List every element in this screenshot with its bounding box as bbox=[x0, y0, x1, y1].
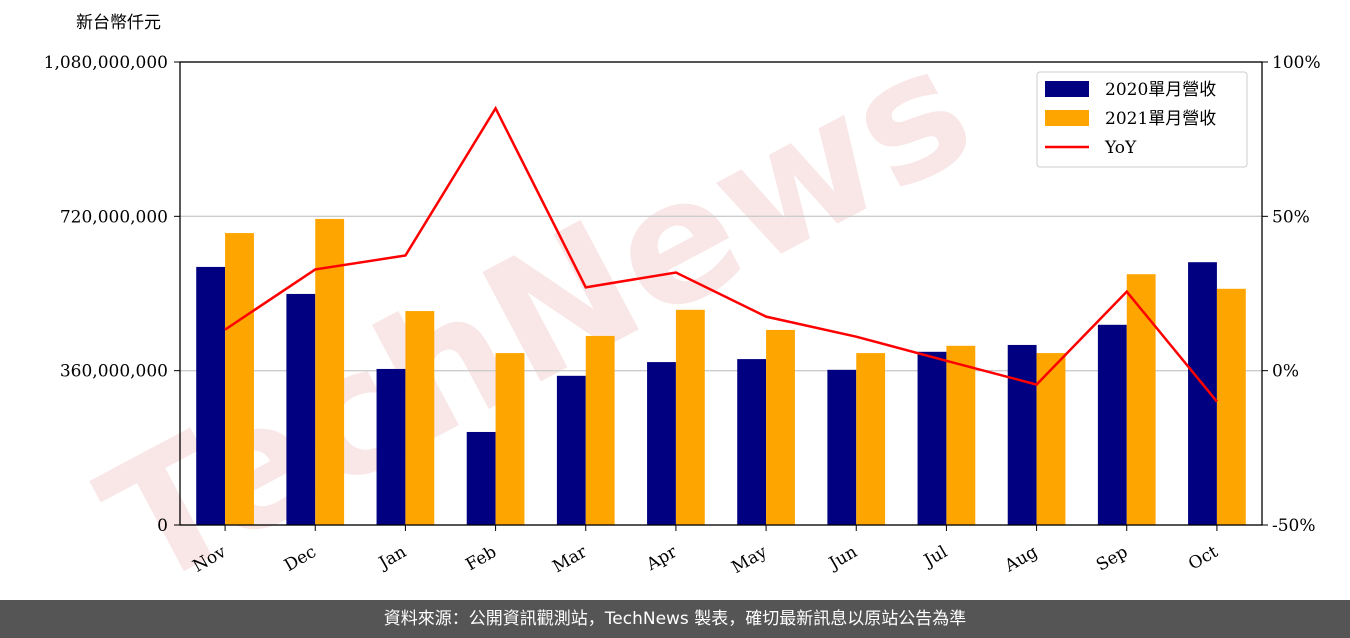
bar bbox=[1036, 353, 1066, 525]
bar bbox=[286, 293, 316, 525]
bar bbox=[647, 362, 676, 525]
bar bbox=[405, 311, 435, 525]
bar bbox=[1188, 262, 1217, 525]
x-tick-label: Oct bbox=[1185, 542, 1221, 575]
bar bbox=[376, 368, 406, 525]
line bbox=[224, 105, 1218, 403]
legend-swatch bbox=[1045, 81, 1089, 97]
y2-tick-label: 50% bbox=[1272, 207, 1310, 227]
bar bbox=[827, 369, 857, 525]
y-tick-label: 360,000,000 bbox=[60, 362, 168, 382]
footer: 資料來源：公開資訊觀測站，TechNews 製表，確切最新訊息以原站公告為準 bbox=[0, 600, 1350, 638]
x-tick-label: Sep bbox=[1093, 542, 1131, 576]
x-tick-label: May bbox=[728, 542, 771, 578]
bar bbox=[495, 353, 525, 525]
x-tick-label: Jun bbox=[824, 542, 861, 575]
legend-label: 2021單月營收 bbox=[1105, 109, 1216, 129]
bar bbox=[225, 233, 254, 525]
bar bbox=[466, 431, 496, 525]
legend-label: YoY bbox=[1104, 138, 1137, 158]
legend-swatch bbox=[1045, 110, 1089, 126]
bar bbox=[556, 375, 586, 525]
bar bbox=[737, 359, 767, 525]
x-tick-label: Mar bbox=[549, 542, 591, 578]
y-axis-title: 新台幣仟元 bbox=[76, 13, 161, 33]
y2-tick-label: 100% bbox=[1272, 53, 1321, 73]
y2-tick-label: -50% bbox=[1272, 516, 1316, 536]
bar bbox=[585, 335, 615, 525]
x-tick-label: Jul bbox=[919, 542, 951, 572]
bar bbox=[1126, 274, 1156, 525]
plot-frame bbox=[179, 61, 1263, 526]
x-tick-label: Feb bbox=[463, 542, 501, 575]
bar bbox=[946, 345, 976, 525]
bar bbox=[1007, 344, 1037, 525]
x-tick-label: Jan bbox=[374, 542, 410, 574]
bar bbox=[766, 329, 795, 525]
legend-box bbox=[1036, 71, 1248, 168]
bar bbox=[196, 266, 226, 525]
bar bbox=[1097, 324, 1127, 525]
chart: TechNews 新台幣仟元 0360,000,000720,000,0001,… bbox=[44, 8, 1321, 627]
y-tick-label: 720,000,000 bbox=[60, 207, 168, 227]
bar bbox=[1216, 288, 1246, 525]
bar bbox=[917, 351, 947, 525]
bar bbox=[675, 309, 705, 525]
x-tick-label: Apr bbox=[642, 542, 681, 576]
x-tick-label: Aug bbox=[1001, 542, 1042, 577]
y2-tick-label: 0% bbox=[1272, 362, 1299, 382]
legend-label: 2020單月營收 bbox=[1105, 80, 1216, 100]
bar bbox=[856, 353, 886, 525]
y-tick-label: 1,080,000,000 bbox=[44, 53, 168, 73]
y-tick-label: 0 bbox=[157, 516, 168, 536]
